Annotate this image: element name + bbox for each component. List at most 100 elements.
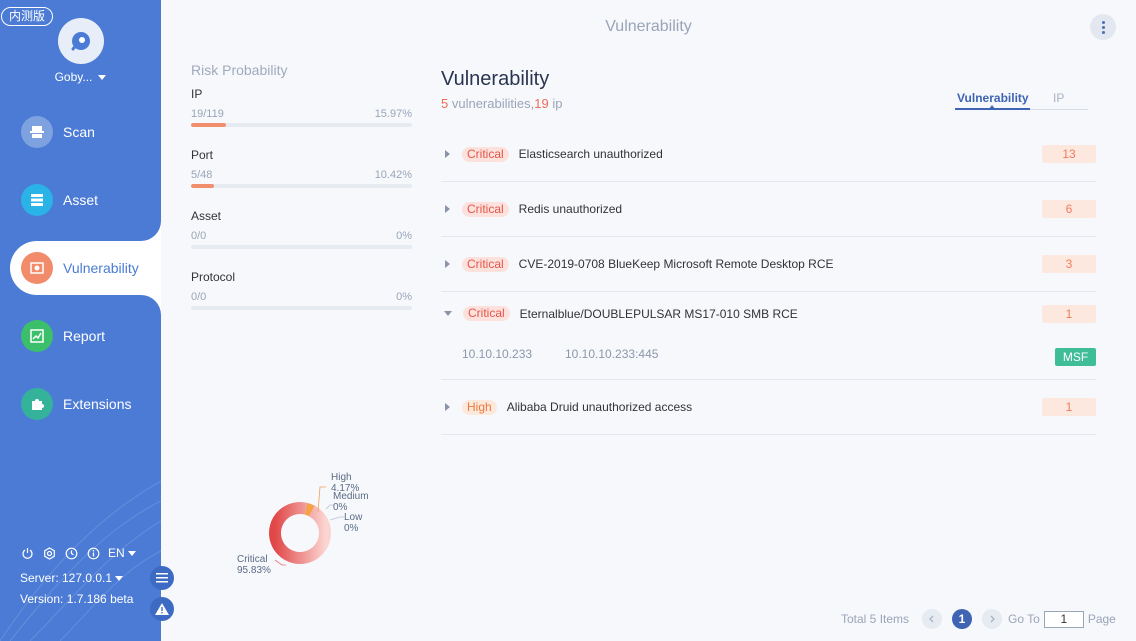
chevron-right-icon [445,403,450,411]
donut-label-name: Low [344,512,363,523]
nav-label: Asset [63,192,99,208]
nav-report[interactable]: Report [0,309,161,363]
info-icon[interactable] [86,546,100,560]
risk-count: 0/0 [191,230,207,242]
settings-icon[interactable] [42,546,56,560]
donut-label-low: Low 0% [344,512,362,534]
menu-toggle-button[interactable] [150,566,174,590]
chevron-down-icon [444,311,452,316]
menu-icon [156,573,168,583]
nav-asset[interactable]: Asset [0,173,161,227]
chevron-down-icon [98,75,107,81]
more-icon-dot [1101,30,1105,34]
vulnerability-summary: 5 vulnerabilities,19 ip [441,96,562,111]
detail-port[interactable]: 10.10.10.233:445 [565,347,659,361]
ip-count-label: ip [548,96,563,111]
language-select[interactable]: EN [108,546,136,560]
high-leader-line [317,486,326,513]
risk-bar-fill [191,123,227,127]
donut-label-value: 0% [344,523,359,534]
chevron-right-icon [445,260,450,268]
vuln-detail: 10.10.10.233 10.10.10.233:445 MSF [441,335,1096,380]
msf-badge[interactable]: MSF [1055,348,1096,366]
vuln-row[interactable]: Critical Elasticsearch unauthorized 13 [441,127,1096,182]
donut-label-high: High 4.17% [331,472,359,494]
tab-vulnerability[interactable]: Vulnerability [955,90,1030,110]
risk-count: 5/48 [191,169,213,181]
nav-label: Extensions [63,396,132,412]
risk-label: Port [191,148,214,162]
severity-donut-chart: High 4.17% Medium 0% Low 0% Critical 95.83% [230,465,390,585]
vuln-name: Elasticsearch unauthorized [518,147,663,161]
warning-button[interactable] [150,597,174,621]
vuln-count-badge: 13 [1042,145,1096,163]
more-icon-dot [1101,25,1105,29]
goto-label: Go To [1008,612,1040,626]
risk-bar [191,245,412,249]
power-icon[interactable] [20,546,34,560]
risk-ip: IP 19/119 15.97% [191,87,412,127]
low-leader-line [329,516,344,521]
view-tabs: Vulnerability IP [955,90,1088,110]
vuln-row[interactable]: Critical Redis unauthorized 6 [441,182,1096,237]
nav-scan[interactable]: Scan [0,105,161,159]
risk-label: IP [191,87,203,101]
page-label: Page [1087,612,1116,626]
clock-icon[interactable] [64,546,78,560]
vuln-row[interactable]: High Alibaba Druid unauthorized access 1 [441,380,1096,435]
scan-icon [21,116,53,148]
pagination-controls: 1 Go To Page [922,609,1116,629]
goto-page-input[interactable] [1043,610,1084,628]
language-value: EN [108,546,125,560]
vuln-name: Alibaba Druid unauthorized access [506,400,693,414]
donut-label-medium: Medium 0% [333,491,369,513]
chevron-down-icon [115,576,124,582]
donut-slice-high [304,502,315,517]
medium-leader-line [325,504,334,510]
vuln-count-badge: 3 [1042,255,1096,273]
nav-label: Vulnerability [63,260,139,276]
severity-badge: Critical [462,146,509,162]
server-select[interactable]: Server: 127.0.0.1 [20,571,124,585]
nav-vulnerability[interactable]: Vulnerability [10,241,161,295]
total-items: Total 5 Items [841,612,910,626]
page-title: Vulnerability [605,18,692,35]
donut-slice-critical [269,502,331,564]
risk-percent: 0% [396,291,412,303]
donut-label-critical: Critical 95.83% [237,554,271,576]
page-number-current[interactable]: 1 [952,609,972,629]
nav-label: Report [63,328,106,344]
risk-label: Asset [191,209,222,223]
version-text: Version: 1.7.186 beta [20,592,134,606]
nav-extensions[interactable]: Extensions [0,377,161,431]
more-icon-dot [1101,20,1105,24]
goby-logo-icon [58,18,104,64]
vuln-name: Redis unauthorized [518,202,623,216]
chevron-left-icon [929,615,934,623]
prev-page-button[interactable] [922,609,942,629]
warning-icon [155,603,169,615]
donut-label-value: 95.83% [237,565,271,576]
sidebar-toolbar: EN [20,546,136,560]
user-menu[interactable]: Goby... [0,70,161,84]
sidebar: 内测版 Goby... Scan Asset Vulnerability [0,0,161,641]
risk-protocol: Protocol 0/0 0% [191,270,412,310]
vuln-count-label: vulnerabilities, [448,96,535,111]
vuln-row[interactable]: Critical CVE-2019-0708 BlueKeep Microsof… [441,237,1096,292]
vulnerability-icon [21,252,53,284]
more-options-button[interactable] [1090,14,1116,40]
vuln-row-expanded[interactable]: Critical Eternalblue/DOUBLEPULSAR MS17-0… [441,292,1096,335]
donut-label-name: High [331,472,352,483]
nav-curve-top [141,221,161,241]
tab-ip[interactable]: IP [1053,91,1065,105]
donut-svg [269,486,344,566]
chevron-down-icon [127,551,136,557]
severity-badge: High [462,399,497,415]
vuln-count-badge: 1 [1042,304,1096,323]
risk-label: Protocol [191,270,236,284]
next-page-button[interactable] [982,609,1002,629]
donut-label-name: Medium [333,491,369,502]
vuln-count-badge: 6 [1042,200,1096,218]
risk-percent: 15.97% [374,108,412,120]
detail-ip[interactable]: 10.10.10.233 [462,347,533,361]
